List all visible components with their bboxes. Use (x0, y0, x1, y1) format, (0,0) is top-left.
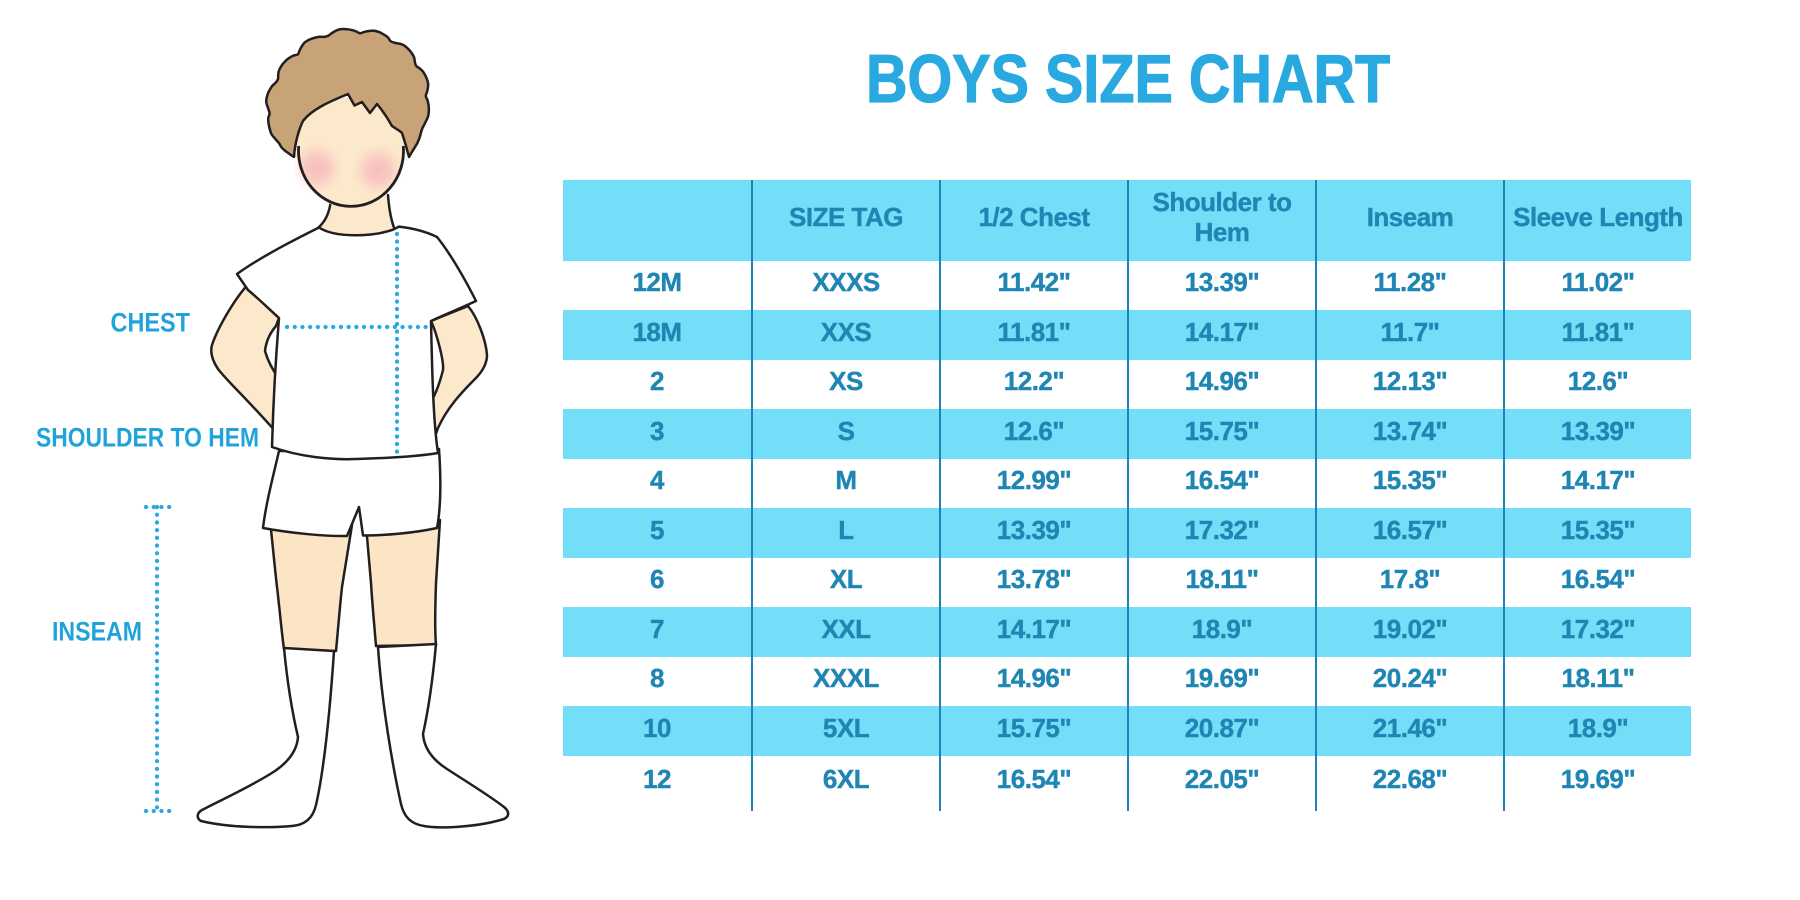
svg-text:INSEAM: INSEAM (52, 617, 142, 647)
svg-text:CHEST: CHEST (111, 308, 191, 338)
svg-text:SHOULDER TO HEM: SHOULDER TO HEM (36, 423, 259, 453)
